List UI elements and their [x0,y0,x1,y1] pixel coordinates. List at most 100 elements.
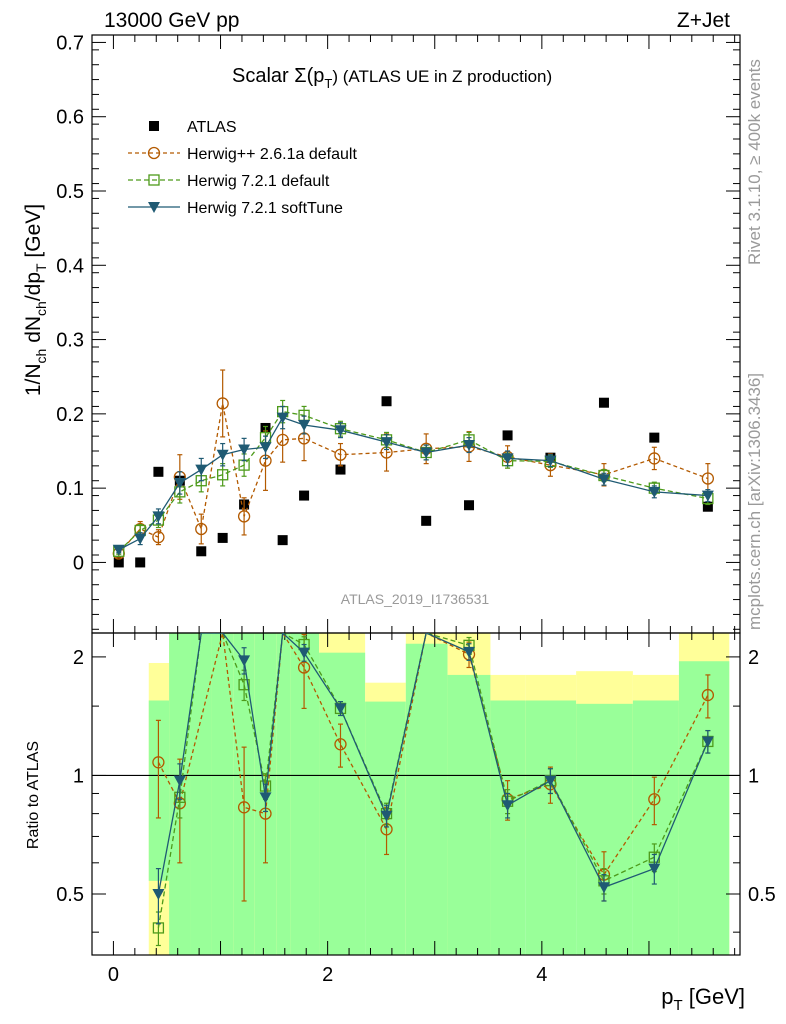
rivet-label: Rivet 3.1.10, ≥ 400k events [745,59,764,265]
axis-ticks: 0 0.1 0.2 0.3 0.4 0.5 0.6 0.7 0 2 4 0.5 0.5 1 1 2 2 [56,32,776,986]
point-atlas-17 [649,432,660,443]
point-atlas-8 [277,535,288,546]
y-tick-label: 0.1 [56,478,84,500]
point-atlas-4 [196,546,207,557]
band-inner-6 [276,633,291,955]
legend-marker-atlas [149,121,159,131]
point-soft-16 [597,474,610,486]
ratio-tick-label-left: 2 [73,647,84,669]
band-inner-8 [319,652,366,955]
ratio-point-herwigpp-6 [237,801,251,814]
y-tick-label: 0.4 [56,255,84,277]
point-atlas-18 [702,501,713,512]
ratio-point-soft-10 [334,703,347,715]
mcplots-label: mcplots.cern.ch [arXiv:1306.3436] [745,373,764,630]
point-soft-7 [259,442,272,454]
ratio-point-soft-6 [238,655,251,667]
y-tick-label: 0.6 [56,107,84,129]
series-h721 [113,399,714,557]
legend-label-herwigpp: Herwig++ 2.6.1a default [187,146,357,163]
y-tick-label: 0.2 [56,404,84,426]
ratio-point-herwigpp-10 [334,738,347,751]
point-atlas-11 [381,396,392,407]
point-soft-14 [501,453,514,465]
band-inner-10 [405,643,448,955]
series-herwigpp [112,369,715,560]
x-axis-label: pT [GeV] [661,984,745,1014]
point-soft-8 [276,412,289,424]
point-soft-18 [701,490,714,502]
point-atlas-12 [421,515,432,526]
point-herwigpp-8 [276,433,289,447]
ratio-soft [152,633,714,925]
point-soft-10 [334,425,347,437]
y-tick-label: 0.5 [56,181,84,203]
chart-title: Scalar Σ(pT) (ATLAS UE in Z production) [232,65,552,91]
x-tick-label: 4 [536,964,547,986]
legend-marker-herwigpp [147,146,161,160]
band-inner-3 [211,633,234,955]
point-atlas-1 [135,557,146,568]
header-left: 13000 GeV pp [104,9,239,32]
ratio-series [152,633,715,947]
point-soft-9 [298,420,311,431]
point-h721-5 [217,469,229,481]
y-tick-label: 0.3 [56,330,84,352]
point-soft-2 [152,511,165,523]
point-atlas-9 [299,490,310,501]
point-herwigpp-5 [216,397,229,410]
point-atlas-0 [113,557,124,568]
legend-label-soft: Herwig 7.2.1 softTune [187,200,343,217]
y-tick-label: 0 [73,552,84,574]
point-herwigpp-2 [152,531,165,544]
ratio-point-soft-14 [501,800,514,812]
legend-marker-soft [148,202,160,213]
y-tick-label: 0.7 [56,32,84,54]
point-atlas-2 [153,466,164,477]
ratio-tick-label-right: 0.5 [748,884,776,906]
band-inner-16 [678,661,730,955]
legend-marker-h721 [148,174,160,186]
point-herwigpp-18 [701,472,715,485]
ratio-tick-label-left: 0.5 [56,884,84,906]
ratio-point-soft-15 [544,775,557,787]
point-soft-11 [380,437,393,449]
ratio-point-h721-6 [238,679,250,691]
ratio-point-soft-13 [463,646,476,658]
band-inner-12 [490,700,526,955]
legend-entry-h721: Herwig 7.2.1 default [128,173,330,190]
data-series [112,369,715,568]
ratio-point-herwigpp-9 [297,661,311,674]
ratio-point-soft-7 [259,792,272,804]
point-soft-5 [216,449,229,461]
ratio-point-herwigpp-2 [152,756,165,769]
point-atlas-16 [598,397,609,408]
point-atlas-13 [464,500,475,511]
ratio-point-soft-9 [298,647,311,659]
ratio-plot-frame [91,632,741,956]
legend-entry-soft: Herwig 7.2.1 softTune [128,200,343,217]
ratio-point-soft-17 [648,863,661,875]
series-soft [112,405,714,556]
point-herwigpp-10 [334,448,347,461]
point-soft-12 [420,447,433,459]
point-atlas-10 [335,464,346,475]
ratio-point-herwigpp-18 [701,688,715,702]
ratio-uncertainty-bands [148,633,730,955]
band-inner-13 [525,700,577,955]
ratio-tick-label-right: 1 [748,765,759,787]
ratio-point-soft-11 [380,810,393,822]
x-tick-label: 0 [108,964,119,986]
point-herwigpp-4 [195,522,208,536]
plot-frames [91,34,741,956]
ratio-tick-label-left: 1 [73,765,84,787]
legend-label-h721: Herwig 7.2.1 default [187,173,330,190]
ratio-tick-label-right: 2 [748,647,759,669]
band-inner-2 [190,633,212,955]
y-axis-label: 1/Nch dNch/dpT [GeV] [22,204,49,396]
band-inner-11 [447,674,491,955]
analysis-watermark: ATLAS_2019_I1736531 [341,591,490,607]
point-soft-3 [173,477,186,489]
x-tick-label: 2 [322,964,333,986]
